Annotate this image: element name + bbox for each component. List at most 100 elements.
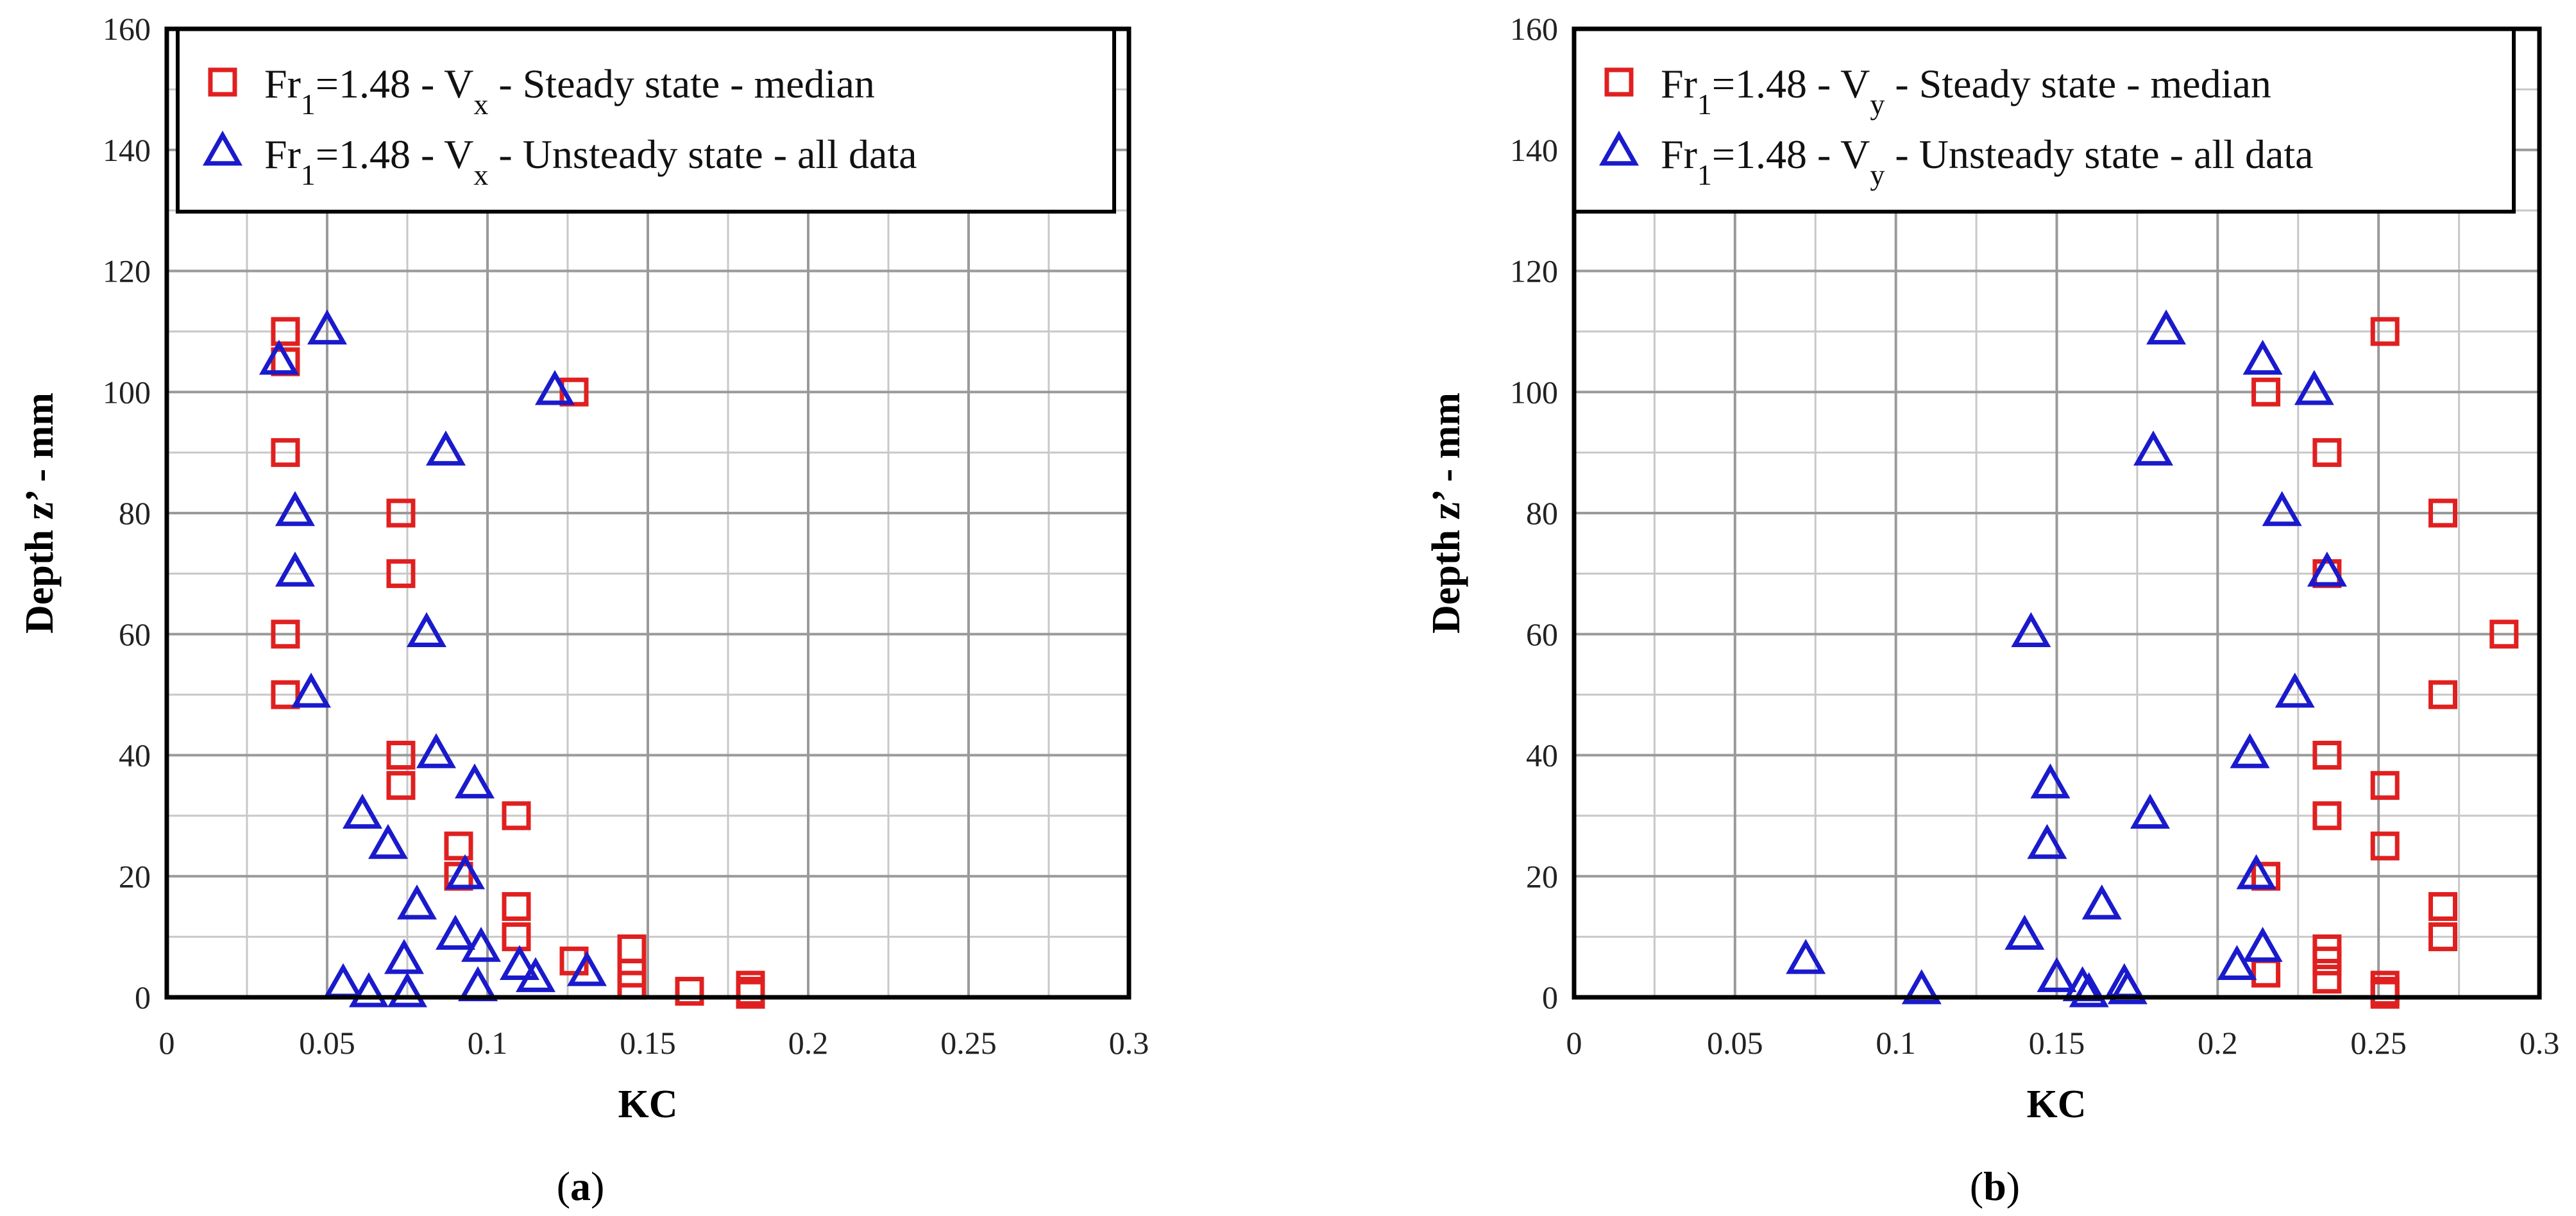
data-point-triangle — [416, 733, 457, 768]
data-point-square — [2312, 801, 2342, 831]
y-tick-label: 160 — [1510, 11, 1558, 47]
legend-subscript: 1 — [301, 158, 316, 191]
y-tick-label: 80 — [119, 495, 151, 531]
data-point-triangle — [566, 950, 607, 986]
legend-marker-square — [208, 67, 237, 97]
data-point-triangle — [275, 552, 316, 587]
data-point-triangle — [387, 972, 428, 1008]
data-point-square — [2312, 741, 2342, 770]
legend-text-part: =1.48 - V — [316, 61, 473, 106]
data-point-square — [2251, 377, 2281, 407]
data-point-triangle — [2107, 969, 2148, 1004]
legend-label: Fr1=1.48 - Vx - Unsteady state - all dat… — [264, 131, 917, 191]
chart-panel-b: Fr1=1.48 - Vy - Steady state - medianFr1… — [1425, 11, 2559, 1209]
data-point-square — [2428, 680, 2457, 709]
x-axis-title: KC — [618, 1083, 678, 1126]
legend-text-part: - Steady state - median — [488, 61, 874, 106]
plot-frame — [164, 26, 1131, 1000]
data-point-triangle — [2027, 823, 2067, 859]
data-point-square — [386, 559, 416, 588]
y-tick-label: 0 — [1542, 979, 1558, 1015]
data-point-triangle — [368, 823, 409, 859]
x-tick-label: 0.1 — [468, 1025, 508, 1061]
legend-text-part: Fr — [264, 131, 301, 177]
data-point-triangle — [1786, 939, 1826, 974]
panel-label: (b) — [1970, 1163, 2020, 1209]
x-tick-label: 0 — [159, 1025, 175, 1061]
y-tick-label: 20 — [119, 858, 151, 894]
data-point-square — [386, 741, 416, 770]
data-point-triangle — [499, 945, 540, 981]
y-axis-title: Depth z’ - mm — [1425, 393, 1468, 634]
x-tick-label: 0.15 — [2029, 1025, 2085, 1061]
data-point-triangle — [384, 939, 425, 974]
x-tick-label: 0.25 — [940, 1025, 997, 1061]
legend-text-part: - Steady state - median — [1885, 61, 2271, 106]
data-point-triangle — [396, 884, 437, 920]
legend: Fr1=1.48 - Vy - Steady state - medianFr1… — [1572, 27, 2516, 214]
plot-frame — [1572, 26, 2542, 1000]
data-point-square — [2428, 498, 2457, 528]
data-point-square — [675, 977, 704, 1006]
legend-text-part: Fr — [1661, 131, 1697, 177]
legend-text-part: - Unsteady state - all data — [1885, 131, 2313, 177]
x-tick-label: 0.25 — [2350, 1025, 2407, 1061]
data-point-triangle — [461, 927, 502, 962]
chart-panel-a: Fr1=1.48 - Vx - Steady state - medianFr1… — [18, 11, 1149, 1209]
x-tick-label: 0.15 — [620, 1025, 676, 1061]
data-point-square — [271, 438, 300, 468]
y-tick-label: 120 — [1510, 253, 1558, 289]
data-point-triangle — [348, 972, 389, 1008]
data-point-triangle — [2004, 915, 2045, 950]
data-point-square — [2489, 620, 2519, 649]
data-point-triangle — [342, 793, 383, 829]
y-tick-label: 20 — [1526, 858, 1558, 894]
data-point-square — [2312, 946, 2342, 975]
data-point-triangle — [534, 369, 575, 405]
data-point-square — [271, 317, 300, 346]
legend: Fr1=1.48 - Vx - Steady state - medianFr1… — [176, 27, 1116, 214]
legend-subscript: x — [473, 88, 488, 121]
data-point-triangle — [406, 612, 447, 647]
x-tick-label: 0.3 — [2520, 1025, 2560, 1061]
y-axis-title: Depth z’ - mm — [18, 393, 62, 634]
tick-labels: 0 0.05 0.1 0.15 0.2 0.25 0.3 0 20 40 60 80 100 120 140… — [1510, 11, 2559, 1061]
data-point-triangle — [2242, 927, 2283, 962]
data-point-triangle — [2133, 430, 2174, 466]
y-tick-label: 40 — [1526, 738, 1558, 773]
y-tick-label: 80 — [1526, 495, 1558, 531]
data-point-triangle — [2037, 957, 2077, 992]
x-axis-title: KC — [2027, 1083, 2087, 1126]
y-tick-label: 0 — [135, 979, 151, 1015]
legend-subscript: 1 — [301, 88, 316, 121]
legend-subscript: y — [1870, 158, 1885, 191]
data-point-square — [2312, 438, 2342, 468]
legend-text-part: =1.48 - V — [316, 131, 473, 177]
plot-border — [1572, 26, 2542, 1000]
data-point-triangle — [2236, 854, 2276, 890]
data-point-square — [502, 922, 531, 952]
y-tick-label: 60 — [119, 616, 151, 652]
data-point-triangle — [2217, 945, 2257, 981]
data-point-square — [386, 498, 416, 528]
data-point-triangle — [1901, 969, 1942, 1004]
data-point-square — [2370, 317, 2400, 346]
y-tick-label: 40 — [119, 738, 151, 773]
data-point-triangle — [2294, 369, 2334, 405]
x-tick-label: 0.2 — [788, 1025, 829, 1061]
legend-text-part: - Unsteady state - all data — [488, 131, 917, 177]
y-tick-label: 140 — [1510, 132, 1558, 168]
legend-box — [176, 27, 1116, 214]
panel-label: (a) — [557, 1163, 605, 1209]
data-point-triangle — [2130, 793, 2170, 829]
legend-marker-square — [1604, 67, 1634, 97]
data-point-triangle — [2146, 309, 2187, 345]
legend-marker-triangle — [202, 130, 243, 166]
legend-marker-triangle — [1598, 130, 1640, 166]
y-tick-label: 120 — [103, 253, 151, 289]
data-point-triangle — [291, 672, 332, 708]
legend-text-part: =1.48 - V — [1712, 61, 1870, 106]
legend-subscript: 1 — [1697, 158, 1712, 191]
data-point-triangle — [2307, 552, 2347, 587]
x-tick-label: 0.3 — [1109, 1025, 1149, 1061]
